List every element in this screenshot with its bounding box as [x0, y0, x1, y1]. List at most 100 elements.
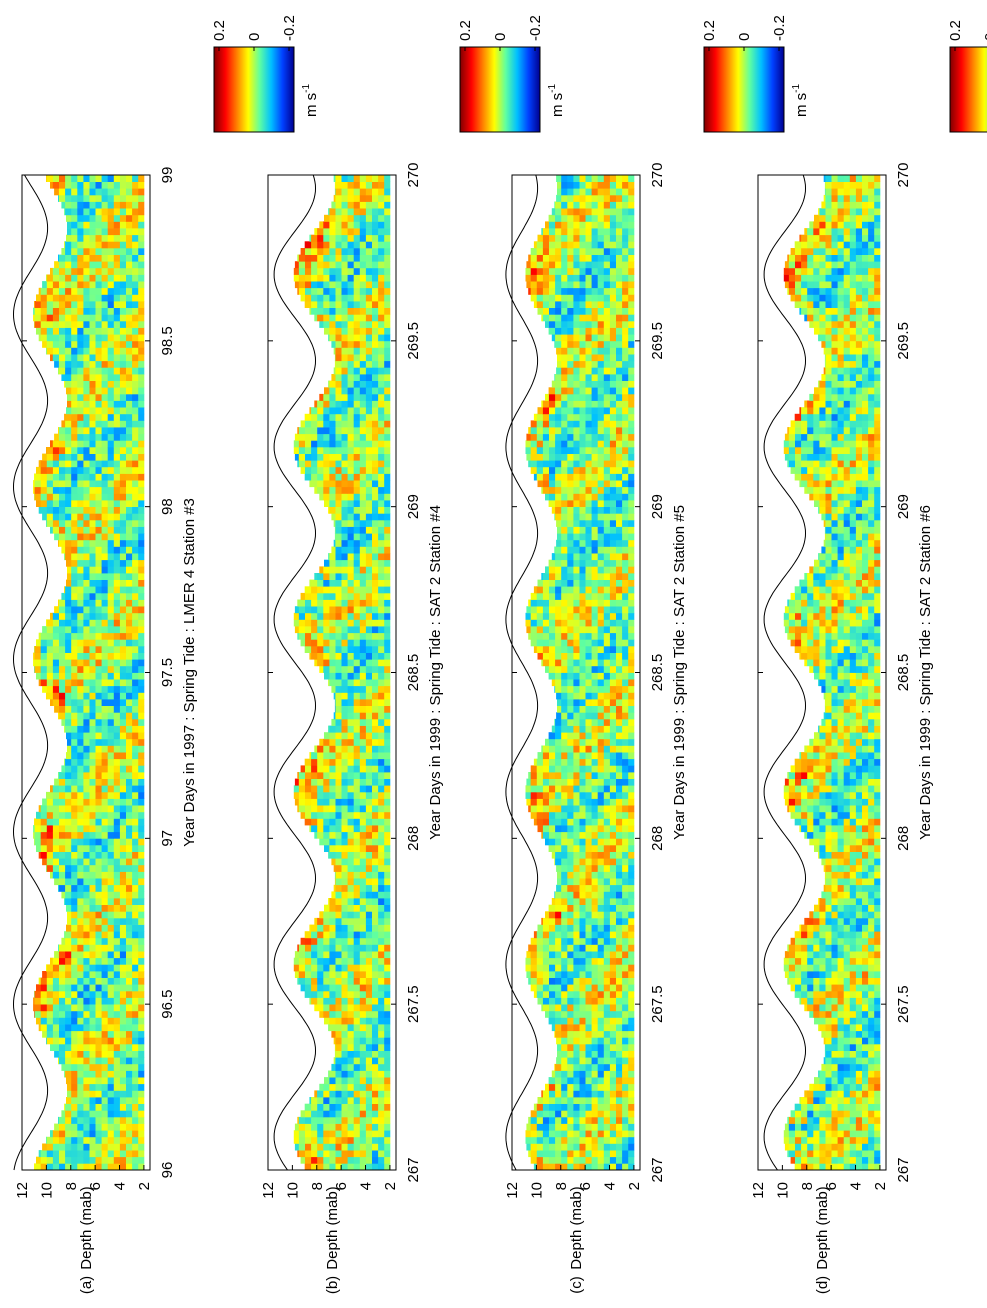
- heatmap-cell: [58, 878, 66, 886]
- heatmap-cell: [566, 964, 574, 972]
- heatmap-cell: [341, 493, 348, 501]
- heatmap-cell: [131, 1017, 139, 1025]
- heatmap-cell: [36, 500, 41, 507]
- heatmap-cell: [371, 586, 379, 594]
- heatmap-cell: [383, 400, 391, 408]
- heatmap-cell: [548, 957, 556, 965]
- heatmap-cell: [603, 1150, 610, 1158]
- heatmap-cell: [383, 427, 391, 435]
- heatmap-cell: [609, 1017, 616, 1025]
- heatmap-cell: [131, 221, 139, 229]
- heatmap-cell: [119, 1143, 126, 1151]
- heatmap-cell: [34, 818, 41, 826]
- heatmap-cell: [131, 931, 139, 939]
- heatmap-cell: [310, 646, 318, 653]
- heatmap-cell: [371, 1024, 379, 1032]
- heatmap-cell: [353, 971, 360, 978]
- heatmap-cell: [377, 400, 385, 408]
- heatmap-cell: [585, 1030, 592, 1038]
- heatmap-cell: [347, 672, 354, 680]
- heatmap-cell: [89, 175, 96, 182]
- heatmap-cell: [76, 1163, 84, 1171]
- heatmap-cell: [585, 1103, 592, 1111]
- heatmap-cell: [383, 214, 391, 222]
- heatmap-cell: [530, 984, 537, 992]
- heatmap-cell: [371, 533, 379, 541]
- heatmap-cell: [548, 937, 556, 945]
- heatmap-cell: [579, 1050, 586, 1058]
- heatmap-cell: [621, 1143, 629, 1151]
- heatmap-cell: [58, 884, 59, 892]
- heatmap-cell: [113, 1030, 120, 1038]
- heatmap-cell: [83, 1024, 90, 1032]
- heatmap-cell: [359, 924, 366, 932]
- heatmap-cell: [125, 692, 133, 700]
- heatmap-cell: [95, 241, 102, 249]
- heatmap-cell: [310, 1116, 318, 1124]
- heatmap-cell: [119, 413, 126, 421]
- heatmap-cell: [335, 181, 342, 189]
- heatmap-cell: [113, 1017, 120, 1025]
- heatmap-cell: [113, 659, 120, 667]
- heatmap-cell: [383, 254, 391, 262]
- x-tick-label: 96: [159, 1162, 176, 1179]
- heatmap-cell: [89, 188, 96, 196]
- heatmap-cell: [119, 400, 126, 408]
- heatmap-cell: [335, 559, 342, 567]
- heatmap-cell: [335, 679, 342, 687]
- heatmap-cell: [83, 267, 90, 275]
- heatmap-cell: [310, 964, 318, 972]
- heatmap-cell: [353, 320, 360, 328]
- heatmap-cell: [107, 632, 114, 640]
- heatmap-cell: [89, 871, 96, 879]
- heatmap-cell: [377, 785, 385, 793]
- heatmap-cell: [335, 898, 342, 905]
- heatmap-cell: [137, 586, 145, 594]
- heatmap-cell: [119, 480, 126, 488]
- heatmap-cell: [383, 699, 391, 706]
- heatmap-cell: [101, 1123, 108, 1131]
- heatmap-cell: [119, 884, 126, 892]
- heatmap-cell: [335, 838, 342, 846]
- heatmap-cell: [76, 904, 84, 912]
- heatmap-cell: [113, 871, 120, 879]
- heatmap-cell: [70, 1063, 78, 1071]
- heatmap-cell: [322, 493, 330, 501]
- heatmap-cell: [353, 1024, 360, 1032]
- heatmap-cell: [322, 466, 330, 474]
- heatmap-cell: [560, 1030, 568, 1038]
- heatmap-cell: [83, 772, 90, 779]
- heatmap-cell: [377, 984, 385, 992]
- heatmap-cell: [70, 778, 78, 786]
- heatmap-cell: [335, 307, 342, 315]
- heatmap-cell: [89, 785, 96, 793]
- heatmap-cell: [554, 1017, 562, 1025]
- heatmap-cell: [125, 267, 133, 275]
- heatmap-cell: [101, 791, 108, 799]
- heatmap-cell: [359, 493, 366, 501]
- heatmap-cell: [113, 301, 120, 308]
- heatmap-cell: [609, 1044, 616, 1051]
- heatmap-cell: [365, 340, 372, 348]
- heatmap-cell: [353, 380, 360, 388]
- heatmap-cell: [383, 301, 391, 308]
- heatmap-cell: [137, 692, 145, 700]
- heatmap-cell: [573, 1030, 580, 1038]
- heatmap-cell: [113, 712, 120, 720]
- heatmap-cell: [113, 632, 120, 640]
- heatmap-cell: [371, 606, 379, 614]
- heatmap-cell: [119, 393, 126, 401]
- heatmap-cell: [119, 228, 126, 236]
- heatmap-cell: [304, 1110, 312, 1118]
- heatmap-cell: [304, 1103, 312, 1111]
- heatmap-cell: [353, 513, 360, 521]
- heatmap-cell: [554, 964, 562, 972]
- heatmap-cell: [113, 592, 120, 600]
- heatmap-cell: [125, 1130, 133, 1138]
- heatmap-cell: [58, 301, 66, 308]
- heatmap-cell: [383, 1136, 391, 1144]
- heatmap-cell: [52, 1024, 59, 1032]
- heatmap-cell: [89, 519, 96, 527]
- heatmap-cell: [58, 984, 66, 992]
- heatmap-cell: [131, 772, 139, 779]
